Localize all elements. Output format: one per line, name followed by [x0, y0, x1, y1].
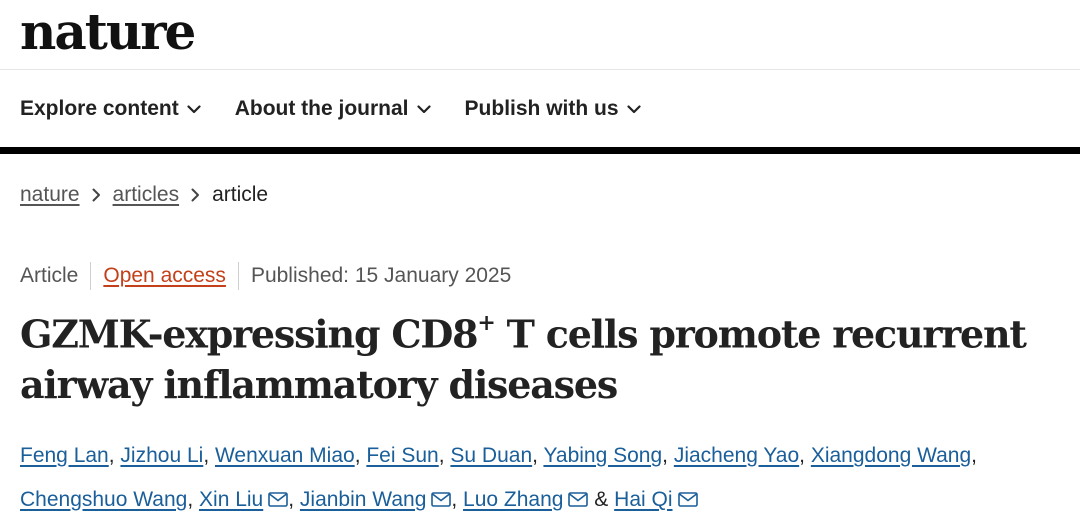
- author-link[interactable]: Fei Sun: [366, 444, 439, 467]
- mail-icon[interactable]: [568, 492, 589, 507]
- breadcrumb: nature articles article: [20, 183, 268, 207]
- author-list: Feng Lan, Jizhou Li, Wenxuan Miao, Fei S…: [20, 444, 978, 511]
- author-link[interactable]: Jianbin Wang: [299, 488, 427, 511]
- nav-about-the-journal[interactable]: About the journal: [235, 97, 431, 121]
- open-access-link[interactable]: Open access: [103, 264, 226, 287]
- header-divider: [0, 69, 1080, 70]
- author-link[interactable]: Hai Qi: [614, 488, 673, 511]
- nav-label: About the journal: [234, 97, 409, 120]
- breadcrumb-articles[interactable]: articles: [112, 183, 180, 206]
- article-type: Article: [20, 264, 79, 287]
- meta-divider: [237, 262, 239, 290]
- meta-divider: [90, 262, 92, 290]
- nav-publish-with-us[interactable]: Publish with us: [465, 97, 641, 121]
- title-part-2: T cells promote recurrent airway inflamm…: [20, 311, 1027, 407]
- nav-explore-content[interactable]: Explore content: [20, 97, 201, 121]
- author-link[interactable]: Jizhou Li: [120, 444, 204, 467]
- nav-label: Explore content: [20, 97, 179, 120]
- chevron-down-icon: [187, 104, 201, 113]
- author-link[interactable]: Xin Liu: [199, 488, 264, 511]
- title-part-1: GZMK-expressing CD8: [20, 311, 479, 357]
- breadcrumb-nature[interactable]: nature: [20, 183, 80, 206]
- author-link[interactable]: Yabing Song: [543, 444, 663, 467]
- nav-label: Publish with us: [464, 97, 619, 120]
- chevron-right-icon: [92, 188, 101, 202]
- chevron-down-icon: [626, 104, 641, 113]
- author-link[interactable]: Su Duan: [450, 444, 533, 467]
- article-meta: Article Open access Published: 15 Januar…: [20, 262, 511, 290]
- main-nav: Explore content About the journal Publis…: [20, 92, 675, 126]
- mail-icon[interactable]: [677, 492, 698, 507]
- published-date: Published: 15 January 2025: [250, 264, 512, 287]
- mail-icon[interactable]: [268, 492, 289, 507]
- chevron-right-icon: [191, 188, 200, 202]
- author-link[interactable]: Wenxuan Miao: [214, 444, 355, 467]
- nature-logo[interactable]: nature: [20, 2, 196, 61]
- mail-icon[interactable]: [431, 492, 452, 507]
- chevron-down-icon: [416, 104, 431, 113]
- author-link[interactable]: Luo Zhang: [463, 488, 564, 511]
- nav-rule: [0, 147, 1080, 154]
- author-link[interactable]: Chengshuo Wang: [20, 488, 188, 511]
- author-link[interactable]: Feng Lan: [20, 444, 109, 467]
- breadcrumb-current: article: [212, 183, 269, 206]
- article-title: GZMK-expressing CD8+ T cells promote rec…: [20, 302, 1060, 410]
- title-superscript: +: [477, 310, 495, 336]
- author-link[interactable]: Xiangdong Wang: [810, 444, 972, 467]
- author-link[interactable]: Jiacheng Yao: [673, 444, 800, 467]
